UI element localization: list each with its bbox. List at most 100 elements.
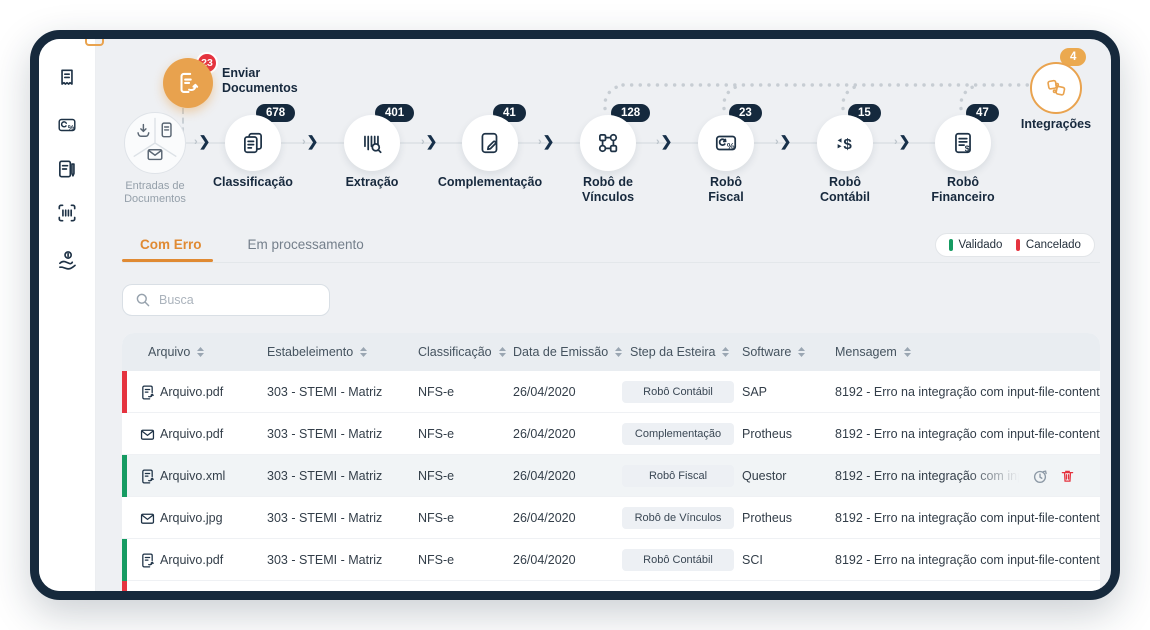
complementacao-circle[interactable]	[462, 115, 518, 171]
row-status-bar	[122, 455, 127, 497]
table-row-selected[interactable]: Arquivo.xml 303 - STEMI - Matriz NFS-e 2…	[122, 455, 1100, 497]
pipeline-step-classificacao[interactable]: 678 Classificação	[198, 104, 308, 189]
error-message: 8192 - Erro na integração com input-file…	[835, 427, 1100, 441]
sort-icon[interactable]	[797, 346, 806, 358]
step-label: Robô Contábil	[820, 175, 870, 204]
document-inputs-circle[interactable]	[124, 112, 186, 174]
step-chip: Robô Contábil	[622, 381, 734, 403]
puzzle-pieces-icon	[1047, 79, 1066, 96]
robo-contabil-circle[interactable]: $	[817, 115, 873, 171]
pipeline-node-enviar[interactable]: 23	[158, 52, 218, 108]
establishment: 303 - STEMI - Matriz	[267, 469, 383, 483]
integrations-circle[interactable]	[1030, 62, 1082, 114]
table-row[interactable]: Arquivo.jpg 303 - STEMI - Matriz NFS-e 2…	[122, 497, 1100, 539]
sort-icon[interactable]	[903, 346, 912, 358]
table-row[interactable]: Arquivo.pdf 303 - STEMI - Matriz NFS-e 2…	[122, 371, 1100, 413]
delete-icon[interactable]	[1059, 467, 1076, 485]
row-status-bar	[122, 581, 127, 591]
sort-icon[interactable]	[614, 346, 623, 358]
establishment: 303 - STEMI - Matriz	[267, 553, 383, 567]
pipeline-step-robo-fiscal[interactable]: 23 % Robô Fiscal	[671, 104, 781, 204]
table-row[interactable]: Arquivo.pdf 303 - STEMI - Matriz NFS-e 2…	[122, 539, 1100, 581]
header-mensagem[interactable]: Mensagem	[835, 333, 912, 371]
file-document-icon	[139, 371, 156, 413]
row-status-bar	[122, 371, 127, 413]
barcode-scan-icon	[58, 204, 76, 222]
sidebar-item-fiscal[interactable]: %	[56, 114, 78, 136]
step-label: Robô Fiscal	[708, 175, 744, 204]
file-envelope-icon	[139, 497, 156, 539]
sort-icon[interactable]	[196, 346, 205, 358]
sidebar-item-contract[interactable]	[56, 158, 78, 180]
svg-text:$: $	[843, 136, 852, 153]
search-input[interactable]	[159, 293, 299, 307]
header-step-esteira[interactable]: Step da Esteira	[630, 333, 730, 371]
robo-financeiro-circle[interactable]: $	[935, 115, 991, 171]
barcode-magnifier-icon	[364, 135, 382, 154]
file-document-icon	[139, 539, 156, 581]
file-name: Arquivo.pdf	[160, 553, 224, 567]
sidebar-item-hand-coin[interactable]	[56, 249, 78, 271]
svg-text:%: %	[68, 123, 75, 132]
receipt-icon	[61, 69, 73, 85]
svg-text:%: %	[727, 141, 735, 151]
step-chip: Robô Contábil	[622, 549, 734, 571]
retry-icon[interactable]	[1031, 467, 1049, 485]
emission-date: 26/04/2020	[513, 385, 576, 399]
sort-icon[interactable]	[498, 346, 507, 358]
invoice-dollar-icon: $	[955, 132, 971, 153]
contract-pen-icon	[59, 160, 75, 178]
pipeline-arrow: › ❯	[421, 133, 438, 149]
classificacao-circle[interactable]	[225, 115, 281, 171]
table-row[interactable]	[122, 581, 1100, 591]
pipeline-step-complementacao[interactable]: 41 Complementação	[435, 104, 545, 189]
send-documents-circle[interactable]	[163, 58, 213, 108]
validado-color-bar	[949, 239, 953, 251]
cancelado-color-bar	[1016, 239, 1020, 251]
send-document-icon	[180, 72, 198, 93]
phone-document-icon	[161, 122, 172, 138]
extracao-circle[interactable]	[344, 115, 400, 171]
entradas-label: Entradas de Documentos	[124, 180, 186, 205]
pipeline-line	[186, 142, 963, 144]
pipeline-arrow: › ❯	[894, 133, 911, 149]
establishment: 303 - STEMI - Matriz	[267, 511, 383, 525]
software: SAP	[742, 385, 768, 399]
pipeline-step-robo-contabil[interactable]: 15 $ Robô Contábil	[790, 104, 900, 204]
robo-vinculos-circle[interactable]	[580, 115, 636, 171]
sort-icon[interactable]	[721, 346, 730, 358]
emission-date: 26/04/2020	[513, 553, 576, 567]
table-row[interactable]: Arquivo.pdf 303 - STEMI - Matriz NFS-e 2…	[122, 413, 1100, 455]
pipeline-step-robo-financeiro[interactable]: 47 $ Robô Financeiro	[908, 104, 1018, 204]
pipeline-node-integracoes[interactable]: 4 Integrações	[1001, 48, 1111, 131]
integrations-label: Integrações	[1020, 117, 1092, 131]
pipeline-arrow: › ❯	[194, 133, 211, 149]
sidebar-item-barcode[interactable]	[56, 202, 78, 224]
pipeline-node-entradas[interactable]: Entradas de Documentos	[100, 112, 210, 205]
status-legend: Validado Cancelado	[935, 233, 1095, 257]
robo-fiscal-circle[interactable]: %	[698, 115, 754, 171]
pipeline-step-extracao[interactable]: 401 Extração	[317, 104, 427, 189]
error-table: Arquivo Estabeleimento Classificação Dat…	[122, 333, 1100, 591]
sidebar-item-receipt[interactable]	[56, 67, 78, 89]
header-software[interactable]: Software	[742, 333, 806, 371]
header-classificacao[interactable]: Classificação	[418, 333, 507, 371]
pipeline-step-robo-vinculos[interactable]: 128 Robô de Vínculos	[553, 104, 663, 204]
file-name: Arquivo.pdf	[160, 385, 224, 399]
sort-icon[interactable]	[359, 346, 368, 358]
step-label: Extração	[345, 175, 399, 189]
tab-em-processamento[interactable]: Em processamento	[247, 237, 364, 252]
software: Questor	[742, 469, 787, 483]
header-arquivo[interactable]: Arquivo	[148, 333, 205, 371]
active-tab-indicator	[122, 259, 213, 262]
header-estabelecimento[interactable]: Estabeleimento	[267, 333, 368, 371]
error-message: 8192 - Erro na integração com input-file…	[835, 553, 1100, 567]
documents-stack-icon	[244, 132, 262, 154]
header-data-emissao[interactable]: Data de Emissão	[513, 333, 623, 371]
pipeline-arrow: › ❯	[538, 133, 555, 149]
envelope-icon	[147, 149, 163, 161]
tab-com-erro[interactable]: Com Erro	[140, 237, 202, 252]
search-box[interactable]	[122, 284, 330, 316]
card-percent-icon: %	[715, 135, 737, 151]
